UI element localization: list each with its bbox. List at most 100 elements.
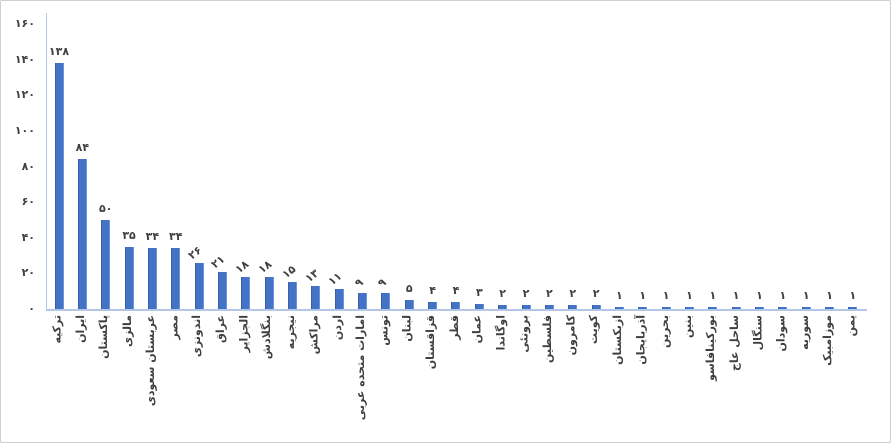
bar: [684, 307, 694, 309]
x-axis-label: الجزایر: [237, 315, 251, 353]
y-axis-tick-label: ۱۲۰: [14, 88, 35, 102]
bar-value-label: ۸۴: [75, 141, 90, 155]
x-axis-label: کویت: [587, 315, 601, 345]
bar: [54, 63, 64, 309]
x-axis-label: بنگلادش: [260, 315, 274, 360]
x-axis-label: پاکستان: [97, 315, 111, 359]
bar-value-label: ۳۴: [169, 230, 183, 244]
x-axis-label: امارات متحده عربی: [354, 315, 368, 421]
x-axis-label: یمن: [844, 315, 858, 337]
x-axis-label: نیجریه: [284, 315, 297, 350]
bar-value-label: ۱: [756, 289, 763, 302]
x-axis-label: قزاقستان: [424, 315, 438, 370]
bar: [241, 276, 251, 309]
bar: [474, 303, 484, 309]
x-axis-label: عمان: [470, 315, 484, 344]
bar: [521, 305, 531, 309]
x-axis-label: لبنان: [400, 315, 414, 342]
bar: [498, 305, 508, 309]
x-axis-label: موزامبیک: [821, 315, 835, 366]
bar-value-label: ۲: [569, 287, 577, 301]
x-axis-label: مصر: [167, 315, 181, 340]
bar: [194, 262, 204, 309]
y-axis-tick-label: ۶۰: [21, 195, 35, 209]
bar: [731, 307, 741, 309]
bar-value-label: ۱: [732, 289, 740, 302]
bar-value-label: ۴: [429, 283, 436, 297]
bar: [451, 301, 461, 309]
bar: [404, 300, 414, 309]
bar: [755, 307, 764, 309]
x-axis-label: اردن: [330, 315, 344, 341]
x-axis-label: سوریه: [797, 315, 811, 350]
bar-value-label: ۱: [639, 289, 647, 302]
x-axis-label: مراکش: [307, 315, 321, 355]
bar-value-label: ۱: [849, 289, 857, 302]
bar-value-label: ۵۰: [98, 202, 113, 215]
bar-value-label: ۴: [452, 283, 460, 297]
bar: [801, 307, 811, 309]
x-axis-label: ترکیه: [50, 315, 64, 344]
bar-value-label: ۳: [475, 285, 483, 299]
x-axis-label: قطر: [447, 315, 461, 340]
x-axis-label: کامرون: [564, 315, 578, 356]
bar: [544, 305, 554, 309]
y-axis-tick-label: ۱۶۰: [14, 17, 35, 31]
bar-value-label: ۲: [592, 287, 600, 301]
bar-value-label: ۱: [802, 289, 810, 302]
x-axis-label: بحرین: [657, 315, 671, 348]
bar-value-label: ۳۵: [122, 228, 136, 242]
bar: [661, 307, 671, 309]
y-axis-tick-label: ۱۰۰: [14, 124, 35, 137]
bar: [428, 301, 438, 309]
x-axis-label: عراق: [213, 315, 227, 343]
bar-value-label: ۱: [616, 289, 623, 302]
bar-value-label: ۱۳۸: [48, 45, 70, 59]
x-axis-label: ایران: [73, 315, 87, 343]
bar: [591, 305, 601, 309]
bar: [638, 307, 648, 309]
bar: [848, 307, 858, 309]
y-axis-tick-label: ۰: [28, 302, 35, 315]
bar-value-label: ۵: [405, 282, 413, 296]
bar: [288, 282, 297, 309]
bar: [171, 248, 181, 309]
bar: [77, 159, 87, 309]
bar: [311, 285, 321, 309]
bar-value-label: ۲: [522, 287, 530, 301]
bar: [124, 246, 134, 309]
x-axis-line: [46, 309, 867, 311]
x-axis-label: اوگاندا: [494, 315, 508, 351]
bar: [708, 307, 718, 309]
x-axis-label: مالزی: [120, 315, 134, 347]
bar-value-label: ۱: [686, 289, 693, 302]
bar: [778, 307, 788, 309]
bar: [614, 307, 624, 309]
bar-value-label: ۳۴: [145, 230, 160, 244]
y-axis-tick-label: ۲۰: [21, 266, 35, 280]
bar-value-label: ۱: [662, 289, 670, 302]
bar: [381, 292, 391, 309]
bar: [568, 305, 578, 309]
bar-value-label: ۱: [779, 289, 787, 302]
x-axis-label: عربستان سعودی: [143, 315, 157, 407]
y-axis-tick-label: ۱۴۰: [14, 52, 35, 66]
x-axis-label: اندونزی: [190, 315, 204, 358]
bar: [825, 307, 835, 309]
x-axis-label: سودان: [774, 315, 788, 352]
bar: [147, 248, 157, 309]
bar: [217, 271, 227, 309]
bar: [264, 276, 274, 309]
bar-value-label: ۲: [545, 287, 553, 301]
y-axis-tick-label: ۸۰: [21, 159, 35, 173]
x-axis-label: آذربایجان: [634, 315, 648, 365]
y-axis-tick-label: ۴۰: [21, 230, 35, 244]
y-axis-line: [46, 13, 47, 310]
x-axis-label: تونس: [377, 315, 391, 346]
x-axis-label: ساحل عاج: [727, 315, 741, 372]
bar-value-label: ۱: [826, 289, 833, 302]
x-axis-label: فلسطین: [540, 315, 554, 363]
bar: [334, 289, 344, 309]
bar-value-label: ۲: [499, 287, 506, 301]
